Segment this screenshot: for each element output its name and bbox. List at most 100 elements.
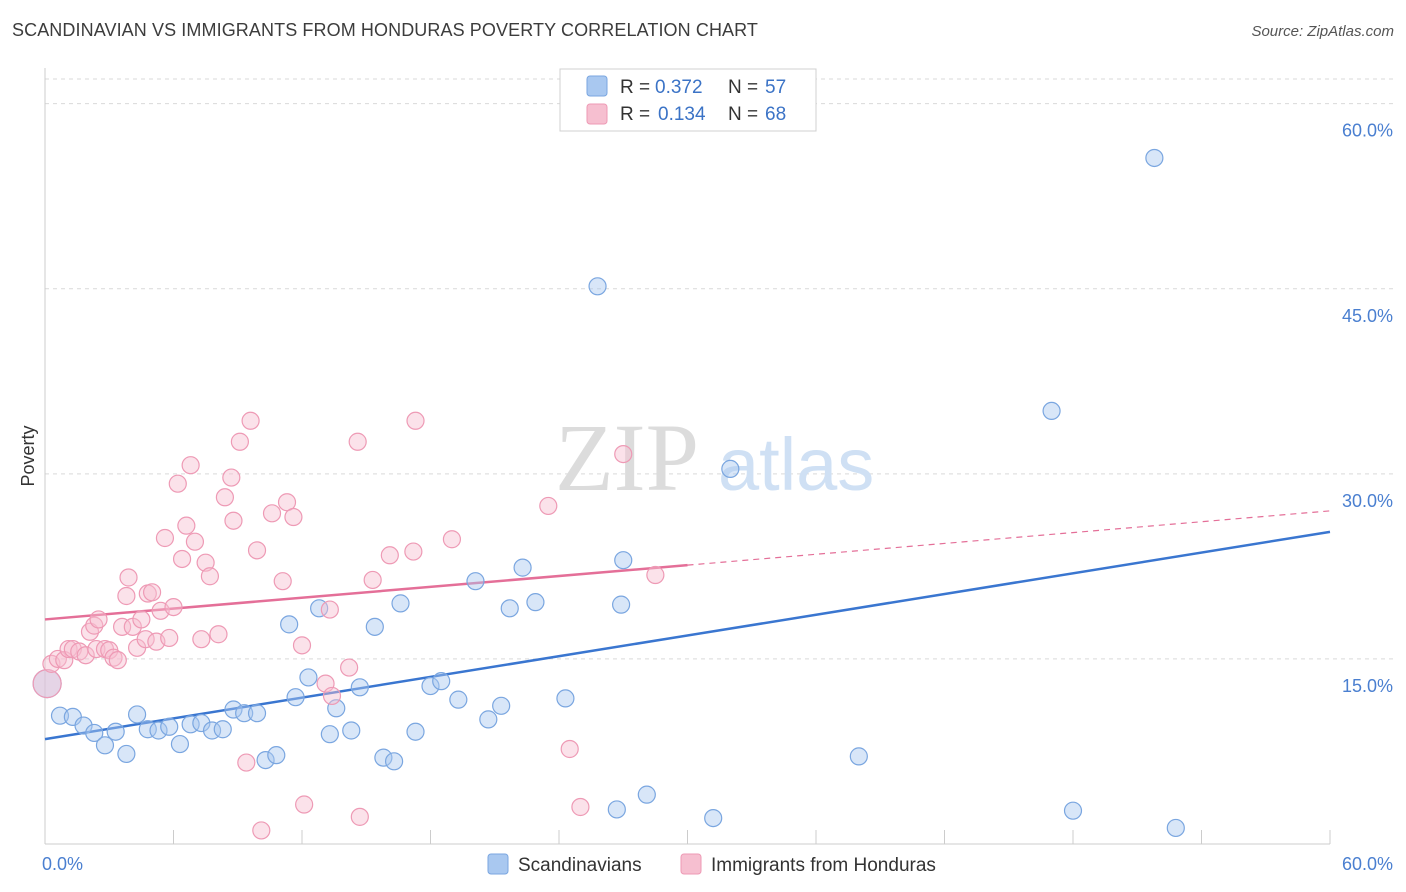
scandinavian-point bbox=[614, 551, 633, 570]
scandinavian-point bbox=[247, 704, 267, 723]
scandinavian-point bbox=[117, 744, 136, 764]
scandinavian-point bbox=[612, 595, 631, 614]
scandinavian-point bbox=[526, 593, 545, 612]
x-tick-labels: 0.0% 60.0% bbox=[42, 854, 1393, 874]
honduras-point bbox=[252, 821, 271, 840]
scandinavian-point bbox=[224, 700, 243, 719]
scandinavian-point bbox=[149, 721, 168, 740]
honduras-point bbox=[160, 628, 179, 648]
honduras-point bbox=[646, 565, 665, 585]
honduras-point bbox=[172, 549, 192, 569]
legend-bottom-label-2: Immigrants from Honduras bbox=[711, 855, 936, 876]
honduras-point bbox=[230, 432, 249, 451]
legend-r-value-2: 0.134 bbox=[658, 104, 706, 125]
honduras-point bbox=[571, 797, 590, 817]
scandinavian-point bbox=[256, 750, 275, 770]
honduras-point bbox=[136, 630, 155, 649]
scandinavian-point bbox=[192, 713, 211, 733]
scandinavian-point bbox=[299, 668, 318, 687]
honduras-point bbox=[192, 630, 211, 649]
legend-n-value-2: 68 bbox=[765, 104, 786, 125]
scandinavian-point bbox=[466, 572, 485, 591]
y-tick-label: 15.0% bbox=[1342, 676, 1393, 696]
honduras-point bbox=[76, 646, 95, 665]
scandinavian-point bbox=[235, 704, 254, 723]
honduras-point bbox=[560, 739, 579, 759]
scandinavian-point bbox=[342, 721, 361, 740]
honduras-point bbox=[363, 570, 382, 590]
scandinavian-point bbox=[374, 748, 393, 767]
scandinavian-point bbox=[637, 785, 656, 804]
legend-bottom-swatch-pink bbox=[680, 853, 702, 875]
y-tick-labels: 15.0% 30.0% 45.0% 60.0% bbox=[1342, 121, 1393, 696]
scandinavian-point bbox=[170, 734, 190, 754]
honduras-point bbox=[196, 553, 215, 572]
honduras-point bbox=[117, 586, 136, 606]
honduras-point bbox=[295, 795, 314, 814]
legend-n-label-1: N = bbox=[728, 77, 763, 98]
scandinavian-point bbox=[365, 617, 384, 636]
scandinavian-point bbox=[721, 459, 740, 479]
scandinavian-point bbox=[421, 676, 440, 696]
scandinavian-point bbox=[384, 752, 404, 771]
legend-n-value-1: 57 bbox=[765, 77, 786, 98]
honduras-point bbox=[168, 474, 187, 493]
honduras-point bbox=[273, 572, 292, 591]
scandinavian-point bbox=[74, 716, 93, 735]
honduras-point bbox=[320, 600, 339, 619]
scandinavian-point bbox=[213, 720, 232, 739]
honduras-point bbox=[164, 597, 183, 617]
legend-bottom: Scandinavians Immigrants from Honduras bbox=[487, 853, 936, 876]
scandinavian-point bbox=[50, 706, 70, 725]
watermark-atlas: atlas bbox=[718, 423, 874, 506]
scandinavian-point bbox=[1166, 818, 1185, 838]
legend-bottom-label-1: Scandinavians bbox=[518, 855, 642, 876]
scandinavian-point bbox=[267, 746, 286, 765]
honduras-point bbox=[215, 488, 234, 507]
scandinavian-point bbox=[1042, 401, 1061, 421]
honduras-point bbox=[181, 456, 200, 475]
scandinavian-point bbox=[607, 800, 626, 819]
honduras-point bbox=[59, 639, 78, 659]
watermark-zip: ZIP bbox=[555, 404, 699, 511]
scandinavian-point bbox=[286, 688, 305, 707]
honduras-point bbox=[119, 568, 138, 587]
data-points bbox=[32, 148, 1185, 840]
x-ticks bbox=[173, 830, 1331, 844]
y-tick-label: 45.0% bbox=[1342, 306, 1393, 326]
scandinavian-point bbox=[492, 696, 511, 715]
y-axis-label: Poverty bbox=[18, 425, 38, 486]
honduras-point bbox=[284, 507, 303, 527]
scandinavian-point bbox=[320, 725, 339, 744]
legend-swatch-blue bbox=[586, 75, 608, 97]
scandinavian-point bbox=[350, 678, 369, 697]
honduras-point bbox=[185, 532, 205, 551]
x-tick-label: 60.0% bbox=[1342, 854, 1393, 874]
legend-bottom-swatch-blue bbox=[487, 853, 509, 875]
honduras-point bbox=[380, 546, 399, 565]
honduras-point bbox=[442, 530, 462, 549]
legend-n-label-2: N = bbox=[728, 104, 763, 125]
honduras-point bbox=[322, 686, 342, 706]
scandinavian-point bbox=[513, 558, 532, 577]
source-label: Source: ZipAtlas.com bbox=[1251, 23, 1394, 40]
honduras-point bbox=[222, 468, 241, 487]
honduras-point bbox=[209, 625, 228, 644]
legend-r-label-1: R = bbox=[620, 77, 655, 98]
honduras-point bbox=[340, 658, 359, 677]
honduras-point bbox=[155, 528, 175, 548]
scandinavian-point bbox=[1145, 148, 1164, 168]
honduras-point bbox=[177, 516, 196, 535]
scandinavian-point bbox=[127, 705, 147, 724]
scandinavian-point bbox=[85, 723, 104, 743]
honduras-point bbox=[247, 541, 267, 560]
scandinavian-point bbox=[479, 710, 498, 729]
honduras-point bbox=[32, 668, 62, 699]
legend-swatch-pink bbox=[586, 103, 608, 125]
honduras-point bbox=[89, 610, 108, 629]
honduras-point bbox=[406, 411, 425, 430]
honduras-point bbox=[348, 432, 367, 451]
honduras-point bbox=[350, 807, 369, 826]
scandinavian-point bbox=[280, 615, 299, 634]
honduras-point bbox=[404, 542, 423, 561]
